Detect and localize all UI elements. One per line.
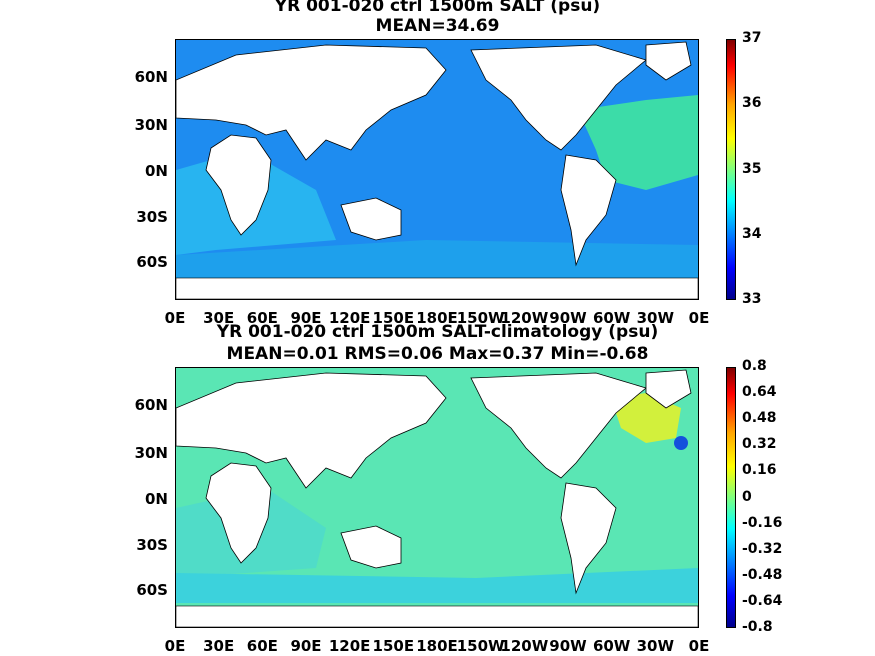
latitude-label: 60S — [136, 253, 168, 271]
latitude-label: 60N — [134, 396, 168, 414]
anomaly-colorbar — [726, 367, 736, 628]
longitude-label: 120E — [328, 637, 371, 655]
longitude-label: 90E — [290, 309, 322, 327]
colorbar-tick-label: 0 — [742, 488, 752, 505]
panel-subtitle-mean: MEAN=34.69 — [375, 16, 500, 36]
panel-subtitle-stats: MEAN=0.01 RMS=0.06 Max=0.37 Min=-0.68 — [226, 344, 649, 364]
latitude-label: 60S — [136, 581, 168, 599]
latitude-label: 30S — [136, 536, 168, 554]
colorbar-tick-label: 36 — [742, 95, 762, 112]
med-outflow-anomaly — [674, 436, 688, 450]
landmass — [645, 369, 692, 409]
longitude-label: 30E — [203, 309, 235, 327]
longitude-label: 0E — [164, 637, 186, 655]
colorbar-tick-label: 35 — [742, 160, 762, 177]
colorbar-tick-label: 0.48 — [742, 410, 777, 427]
colorbar-tick-label: 34 — [742, 225, 762, 242]
continents — [176, 369, 692, 595]
landmass — [340, 525, 402, 569]
longitude-label: 30W — [636, 637, 675, 655]
landmass — [560, 154, 617, 267]
longitude-label: 150W — [456, 637, 505, 655]
latitude-label: 60N — [134, 68, 168, 86]
landmass — [560, 482, 617, 595]
landmass — [470, 372, 647, 479]
colorbar-tick-label: -0.16 — [742, 514, 783, 531]
longitude-label: 120W — [500, 309, 549, 327]
longitude-label: 60W — [592, 309, 631, 327]
panel-title: YR 001-020 ctrl 1500m SALT (psu) — [274, 0, 601, 16]
landmass — [205, 134, 272, 236]
longitude-label: 90W — [549, 637, 587, 655]
landmass — [205, 462, 272, 564]
landmass — [340, 197, 402, 241]
longitude-label: 180E — [416, 309, 458, 327]
longitude-label: 0E — [164, 309, 186, 327]
longitude-label: 0E — [688, 637, 710, 655]
colorbar-tick-label: 0.32 — [742, 436, 777, 453]
latitude-label: 0N — [145, 490, 168, 508]
longitude-label: 90W — [549, 309, 587, 327]
longitude-label: 150E — [372, 309, 415, 327]
latitude-label: 0N — [145, 162, 168, 180]
anomaly-map-canvas — [176, 368, 698, 627]
longitude-label: 0E — [688, 309, 710, 327]
longitude-label: 150E — [372, 637, 415, 655]
colorbar-tick-label: 37 — [742, 30, 762, 46]
colorbar-tick-label: 0.8 — [742, 358, 767, 374]
latitude-label: 30N — [134, 116, 168, 134]
antarctica — [176, 277, 698, 299]
panel-title: YR 001-020 ctrl 1500m SALT-climatology (… — [216, 322, 659, 342]
colorbar-tick-label: -0.32 — [742, 540, 783, 557]
landmass — [645, 41, 692, 81]
salinity-map — [175, 39, 699, 300]
salinity-map-canvas — [176, 40, 698, 299]
colorbar-tick-label: 0.16 — [742, 462, 777, 479]
longitude-label: 120W — [500, 637, 549, 655]
longitude-label: 60E — [246, 637, 278, 655]
antarctica — [176, 605, 698, 627]
landmass — [470, 44, 647, 151]
salinity-colorbar — [726, 39, 736, 300]
colorbar-tick-label: 0.64 — [742, 384, 777, 401]
colorbar-tick-label: -0.8 — [742, 619, 773, 635]
longitude-label: 180E — [416, 637, 458, 655]
colorbar-tick-label: -0.64 — [742, 592, 783, 609]
colorbar-tick-label: 33 — [742, 291, 762, 307]
longitude-label: 90E — [290, 637, 322, 655]
longitude-label: 60E — [246, 309, 278, 327]
latitude-label: 30S — [136, 208, 168, 226]
latitude-label: 30N — [134, 444, 168, 462]
longitude-label: 60W — [592, 637, 631, 655]
continents — [176, 41, 692, 267]
colorbar-tick-label: -0.48 — [742, 566, 783, 583]
anomaly-map — [175, 367, 699, 628]
longitude-label: 150W — [456, 309, 505, 327]
longitude-label: 120E — [328, 309, 371, 327]
longitude-label: 30E — [203, 637, 235, 655]
landmass — [176, 44, 447, 161]
longitude-label: 30W — [636, 309, 675, 327]
landmass — [176, 372, 447, 489]
